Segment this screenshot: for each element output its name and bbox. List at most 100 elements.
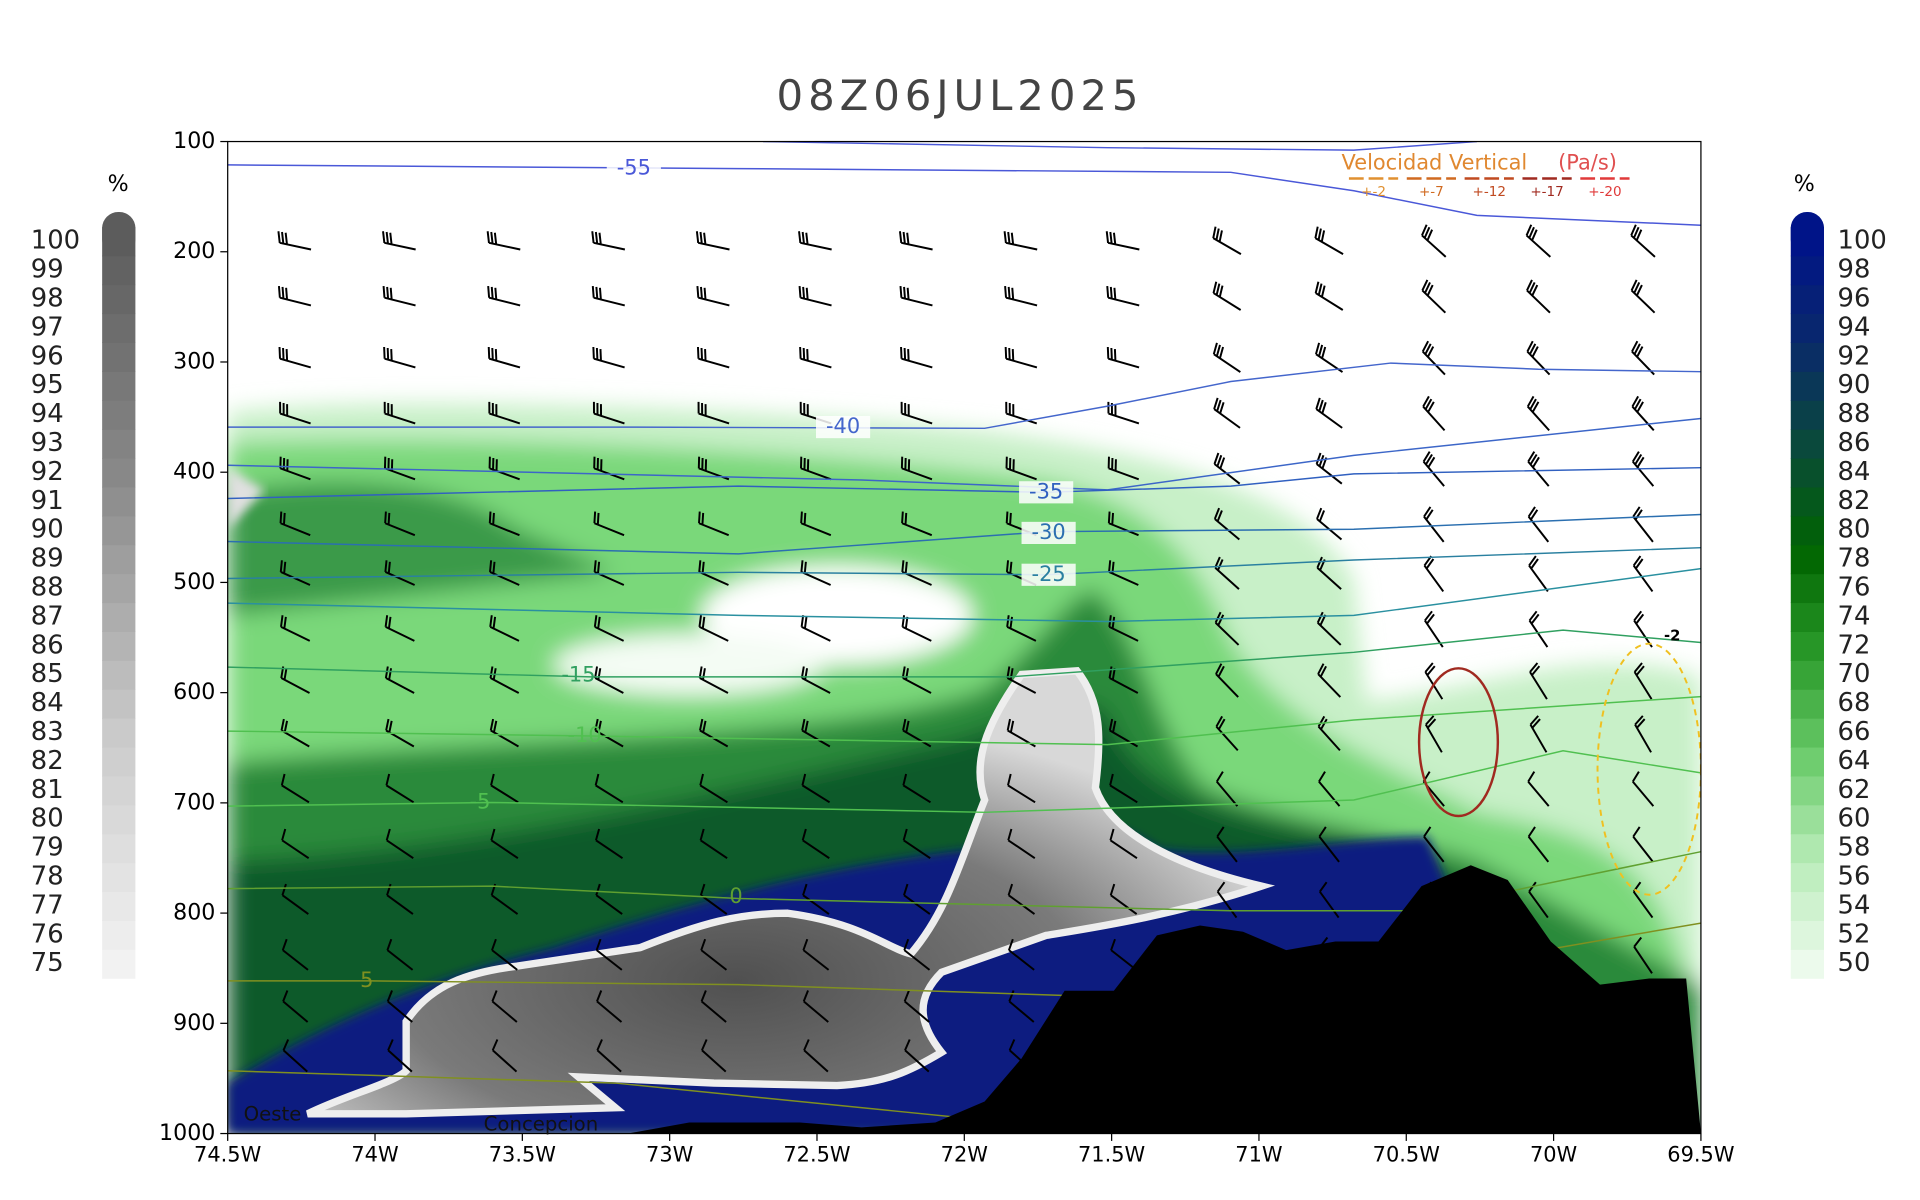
colorbar-label: 80	[31, 804, 64, 834]
isotherm-label: 0	[729, 884, 742, 908]
wind-barb	[277, 285, 312, 307]
colorbar-label: 90	[1838, 370, 1871, 400]
wind-barb	[387, 1039, 413, 1073]
wind-barb	[596, 990, 623, 1023]
colorbar-unit: %	[1794, 171, 1815, 197]
chart-title: 08Z06JUL2025	[777, 71, 1144, 120]
wind-barb	[282, 990, 309, 1023]
wind-barb	[1216, 881, 1238, 919]
colorbar-cell	[1790, 255, 1824, 286]
wind-barb	[1631, 771, 1655, 807]
colorbar-cell	[1790, 833, 1824, 864]
colorbar-label: 78	[31, 861, 64, 891]
wind-barb	[800, 666, 831, 694]
wind-barb	[1423, 555, 1445, 592]
colorbar-label: 78	[1838, 544, 1871, 574]
wind-barb	[1424, 715, 1443, 753]
wind-barb	[594, 666, 624, 694]
colorbar-label: 75	[31, 948, 64, 978]
wind-barb	[801, 773, 831, 804]
wind-barb	[279, 560, 311, 586]
colorbar-label: 50	[1838, 948, 1871, 978]
wind-barb	[698, 666, 729, 694]
wind-barb	[696, 285, 730, 307]
colorbar-label: 86	[1838, 428, 1871, 458]
x-tick-label: 72W	[941, 1143, 988, 1167]
wind-barb	[1109, 828, 1138, 859]
colorbar-label: 80	[1838, 515, 1871, 545]
wind-barb	[595, 883, 623, 915]
wind-barb	[802, 883, 830, 915]
colorbar-label: 96	[1838, 284, 1871, 314]
colorbar-cell	[1790, 602, 1824, 632]
colorbar-cell	[102, 429, 136, 459]
legend-label: +-17	[1530, 184, 1563, 200]
wind-barb	[280, 718, 310, 748]
wind-barb	[384, 615, 415, 642]
wind-barb	[1526, 279, 1551, 314]
wind-barb	[697, 456, 730, 481]
colorbar-cell	[102, 689, 136, 719]
colorbar-cell	[1790, 313, 1824, 343]
colorbar-label: 66	[1838, 717, 1871, 747]
wind-barb	[384, 666, 415, 694]
wind-barb	[385, 773, 415, 804]
colorbar-cell	[1790, 862, 1824, 893]
y-tick-label: 100	[173, 128, 215, 154]
wind-barb	[1529, 715, 1548, 753]
colorbar-cell	[102, 746, 136, 777]
wind-barb	[698, 560, 729, 586]
wind-barb	[1005, 401, 1038, 425]
wind-barb	[280, 615, 311, 642]
colorbar-cell	[102, 660, 136, 690]
colorbar-label: 92	[1838, 341, 1871, 371]
y-tick-label: 500	[173, 569, 215, 595]
colorbar-cell	[1790, 660, 1824, 690]
colorbar-label: 92	[31, 457, 64, 487]
x-tick-label: 70.5W	[1373, 1143, 1440, 1167]
wind-barb	[1007, 828, 1036, 859]
wind-barb	[1004, 346, 1038, 369]
wind-barb	[902, 828, 931, 859]
isotherm-label: 5	[360, 968, 373, 992]
wind-barb	[1005, 456, 1037, 481]
x-tick-label: 71.5W	[1078, 1143, 1145, 1167]
colorbar-label: 90	[31, 515, 64, 545]
legend-unit: (Pa/s)	[1558, 151, 1617, 175]
wind-barb	[1424, 610, 1444, 648]
colorbar-cell	[102, 775, 136, 806]
colorbar-label: 68	[1838, 688, 1871, 718]
wind-barb	[1106, 346, 1140, 369]
wind-barb	[1212, 226, 1242, 256]
colorbar-cell	[102, 833, 136, 864]
colorbar-label: 76	[31, 919, 64, 949]
wind-barb	[1213, 507, 1240, 541]
wind-barb	[904, 1039, 930, 1073]
wind-barb	[1633, 936, 1653, 974]
wind-barb	[1004, 285, 1038, 307]
wind-barb	[1106, 285, 1140, 307]
wind-barb	[591, 231, 626, 251]
colorbar-label: 99	[31, 255, 64, 285]
wind-barb	[1215, 771, 1239, 807]
colorbar-cell	[1790, 891, 1824, 921]
wind-barb	[799, 346, 832, 369]
x-tick-label: 69.5W	[1667, 1143, 1734, 1167]
wind-barb	[1315, 342, 1344, 373]
x-tick-label: 72.5W	[783, 1143, 850, 1167]
colorbar-cell	[102, 862, 136, 893]
wind-barb	[1216, 826, 1238, 863]
wind-barb	[1632, 826, 1654, 863]
colorbar-cell	[1790, 718, 1824, 748]
colorbar-cell	[102, 342, 136, 372]
label-bg	[1021, 521, 1076, 544]
colorbar-label: 72	[1838, 630, 1871, 660]
colorbar-cell	[1790, 226, 1824, 257]
label-bg	[1021, 563, 1076, 586]
velocity-contour	[1596, 642, 1701, 896]
wind-barb	[593, 615, 625, 642]
colorbar-label: 98	[31, 284, 64, 314]
wind-barb	[281, 828, 310, 859]
wind-barb	[279, 401, 311, 425]
colorbar-unit: %	[108, 171, 129, 197]
